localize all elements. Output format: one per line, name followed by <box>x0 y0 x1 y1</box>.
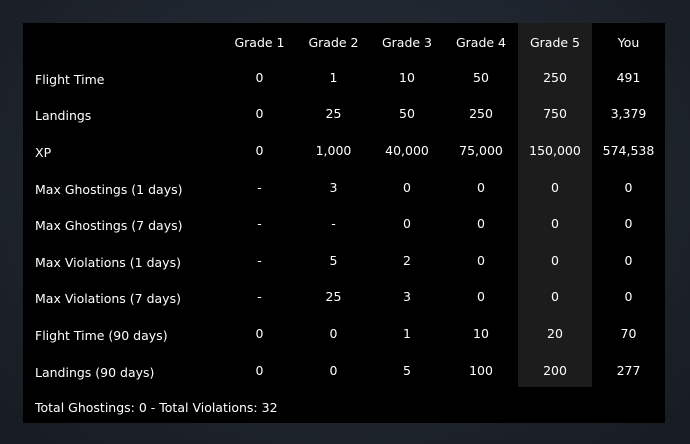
cell-value: 0 <box>255 325 264 341</box>
cell-value: 0 <box>477 252 485 268</box>
cell-value: 0 <box>403 179 411 195</box>
cell-value: 25 <box>325 106 342 122</box>
row-label: Flight Time <box>35 71 105 87</box>
cell-value-you: 0 <box>624 216 633 232</box>
cell-value: 150,000 <box>529 142 581 158</box>
cell-value: 0 <box>329 362 338 378</box>
table-row: Flight Time 0 1 10 50 250 491 <box>23 61 665 98</box>
header-grade-2: Grade 2 <box>308 34 359 50</box>
cell-value: 0 <box>477 216 485 232</box>
cell-value: 5 <box>329 252 338 268</box>
cell-value: 100 <box>469 362 493 378</box>
table-row: Max Violations (1 days) - 5 2 0 0 0 <box>23 244 665 281</box>
row-label: Max Ghostings (7 days) <box>35 218 183 234</box>
table-row: Landings 0 25 50 250 750 3,379 <box>23 98 665 135</box>
cell-value: 0 <box>255 362 264 378</box>
cell-value: 0 <box>255 142 264 158</box>
cell-value: 0 <box>551 252 559 268</box>
cell-value: - <box>257 179 262 195</box>
table-row: Max Ghostings (7 days) - - 0 0 0 0 <box>23 207 665 244</box>
header-grade-4: Grade 4 <box>455 34 507 50</box>
cell-value: 0 <box>477 289 485 305</box>
cell-value: 0 <box>329 325 338 341</box>
table-row: Flight Time (90 days) 0 0 1 10 20 70 <box>23 317 665 354</box>
cell-value: 3 <box>329 179 338 195</box>
table-header-row: Grade 1 Grade 2 Grade 3 Grade 4 Grade 5 … <box>23 23 665 61</box>
cell-value: 50 <box>473 69 489 85</box>
cell-value: 750 <box>543 106 567 122</box>
cell-value: 1 <box>403 325 411 341</box>
cell-value: 0 <box>255 69 264 85</box>
cell-value: 20 <box>547 325 563 341</box>
cell-value-you: 3,379 <box>610 106 647 122</box>
row-label: Landings <box>35 108 92 124</box>
table-row: Max Ghostings (1 days) - 3 0 0 0 0 <box>23 171 665 208</box>
grade-panel: Grade 1 Grade 2 Grade 3 Grade 4 Grade 5 … <box>23 23 665 423</box>
row-label: Max Violations (7 days) <box>35 291 181 307</box>
cell-value: - <box>257 289 262 305</box>
cell-value: 75,000 <box>459 142 503 158</box>
cell-value-you: 0 <box>624 179 633 195</box>
header-you: You <box>617 34 640 50</box>
table-row: Max Violations (7 days) - 25 3 0 0 0 <box>23 281 665 318</box>
cell-value: 0 <box>551 216 559 232</box>
cell-value: 10 <box>473 325 489 341</box>
cell-value-you: 0 <box>624 252 633 268</box>
totals-summary: Total Ghostings: 0 - Total Violations: 3… <box>35 400 278 415</box>
cell-value-you: 0 <box>624 289 633 305</box>
row-label: Flight Time (90 days) <box>35 327 168 343</box>
cell-value: 10 <box>399 69 415 85</box>
grade-requirements-table: Grade 1 Grade 2 Grade 3 Grade 4 Grade 5 … <box>23 23 665 390</box>
header-grade-5: Grade 5 <box>529 34 581 50</box>
cell-value: 250 <box>543 69 567 85</box>
cell-value: - <box>331 216 336 232</box>
row-label: Landings (90 days) <box>35 364 155 380</box>
cell-value: 0 <box>477 179 485 195</box>
cell-value: 3 <box>403 289 411 305</box>
cell-value: 2 <box>403 252 411 268</box>
table-row: Landings (90 days) 0 0 5 100 200 277 <box>23 354 665 391</box>
header-grade-3: Grade 3 <box>381 34 433 50</box>
cell-value: - <box>257 216 262 232</box>
cell-value: - <box>257 252 262 268</box>
cell-value: 5 <box>403 362 411 378</box>
row-label: XP <box>35 144 52 160</box>
table-row: XP 0 1,000 40,000 75,000 150,000 574,538 <box>23 134 665 171</box>
cell-value-you: 277 <box>616 362 641 378</box>
cell-value: 50 <box>399 106 415 122</box>
cell-value: 0 <box>403 216 411 232</box>
current-grade-column-highlight <box>518 23 592 387</box>
header-grade-1: Grade 1 <box>234 34 285 50</box>
cell-value-you: 491 <box>616 69 641 85</box>
cell-value-you: 574,538 <box>602 142 655 158</box>
cell-value: 250 <box>469 106 493 122</box>
cell-value-you: 70 <box>620 325 637 341</box>
header-empty <box>23 23 222 61</box>
row-label: Max Violations (1 days) <box>35 254 181 270</box>
cell-value: 1,000 <box>315 142 352 158</box>
row-label: Max Ghostings (1 days) <box>35 181 183 197</box>
cell-value: 25 <box>325 289 342 305</box>
cell-value: 1 <box>329 69 338 85</box>
cell-value: 0 <box>551 179 559 195</box>
cell-value: 200 <box>543 362 567 378</box>
cell-value: 40,000 <box>385 142 429 158</box>
cell-value: 0 <box>255 106 264 122</box>
cell-value: 0 <box>551 289 559 305</box>
